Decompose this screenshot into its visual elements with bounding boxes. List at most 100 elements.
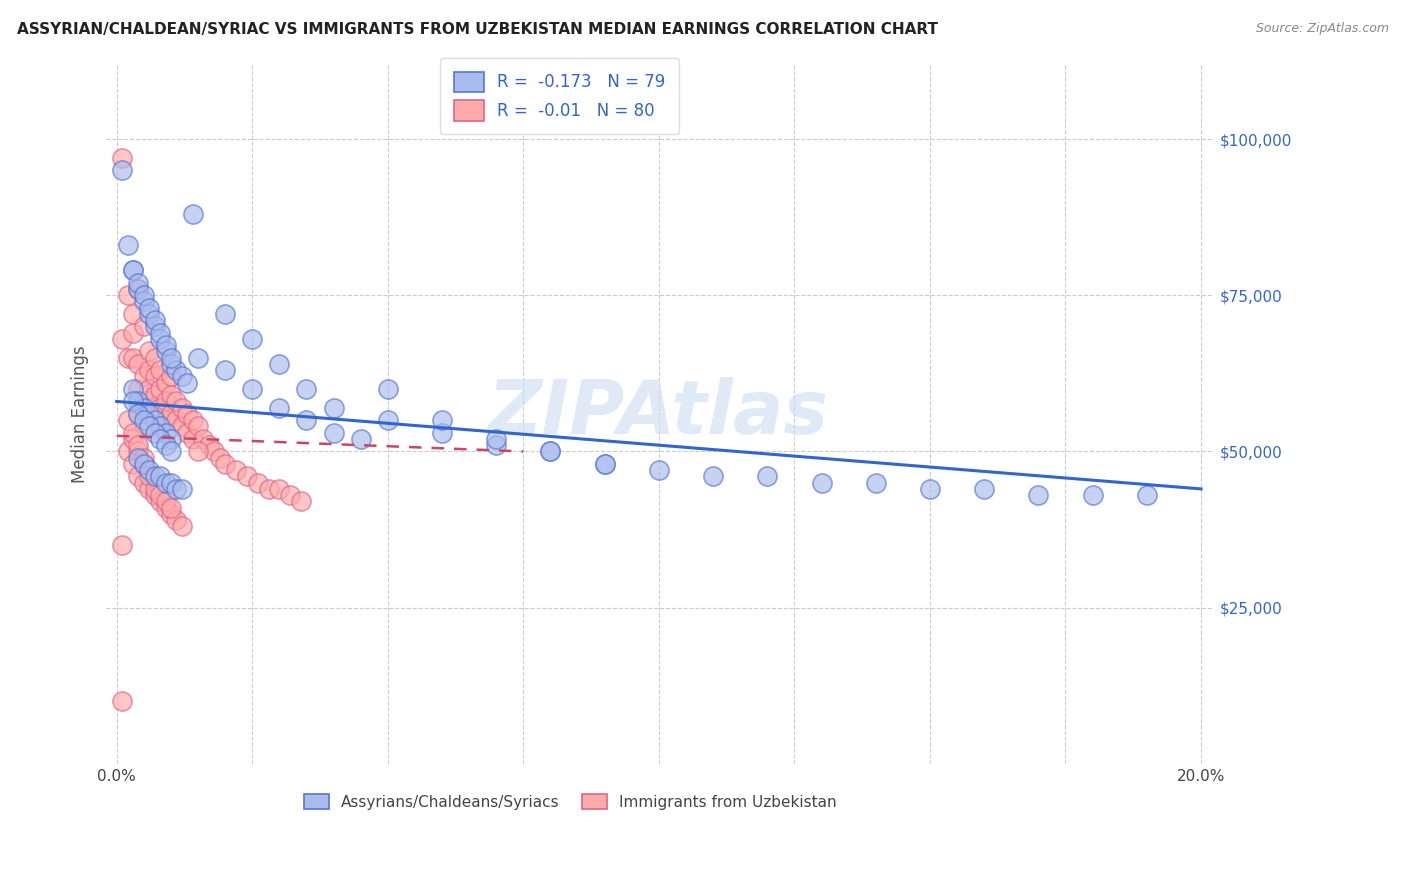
Point xyxy=(149,494,172,508)
Point xyxy=(127,407,149,421)
Point xyxy=(132,369,155,384)
Point xyxy=(143,482,166,496)
Point xyxy=(430,425,453,440)
Point xyxy=(187,419,209,434)
Point xyxy=(111,694,134,708)
Point xyxy=(155,376,177,390)
Point xyxy=(176,407,198,421)
Point xyxy=(295,413,318,427)
Point xyxy=(111,163,134,178)
Point xyxy=(143,319,166,334)
Point xyxy=(236,469,259,483)
Point xyxy=(214,307,236,321)
Point xyxy=(127,394,149,409)
Point xyxy=(122,382,145,396)
Point xyxy=(127,438,149,452)
Point xyxy=(193,432,215,446)
Point xyxy=(117,288,139,302)
Point xyxy=(149,401,172,415)
Point xyxy=(138,401,160,415)
Point xyxy=(160,388,183,402)
Text: ASSYRIAN/CHALDEAN/SYRIAC VS IMMIGRANTS FROM UZBEKISTAN MEDIAN EARNINGS CORRELATI: ASSYRIAN/CHALDEAN/SYRIAC VS IMMIGRANTS F… xyxy=(17,22,938,37)
Point xyxy=(225,463,247,477)
Point xyxy=(648,463,671,477)
Point xyxy=(246,475,269,490)
Text: Source: ZipAtlas.com: Source: ZipAtlas.com xyxy=(1256,22,1389,36)
Point xyxy=(540,444,562,458)
Y-axis label: Median Earnings: Median Earnings xyxy=(72,345,89,483)
Point xyxy=(117,413,139,427)
Point xyxy=(160,444,183,458)
Point xyxy=(377,382,399,396)
Point xyxy=(149,419,172,434)
Point xyxy=(122,432,145,446)
Point xyxy=(181,207,204,221)
Point xyxy=(269,482,291,496)
Point xyxy=(181,413,204,427)
Point xyxy=(170,401,193,415)
Point xyxy=(350,432,373,446)
Point xyxy=(138,469,160,483)
Point xyxy=(132,450,155,465)
Point xyxy=(138,419,160,434)
Point xyxy=(149,419,172,434)
Point xyxy=(165,513,187,527)
Point xyxy=(593,457,616,471)
Point xyxy=(122,307,145,321)
Point xyxy=(138,344,160,359)
Point xyxy=(155,494,177,508)
Point xyxy=(290,494,312,508)
Point xyxy=(160,407,183,421)
Point xyxy=(155,413,177,427)
Point xyxy=(132,457,155,471)
Point xyxy=(122,263,145,277)
Point xyxy=(214,363,236,377)
Point xyxy=(132,457,155,471)
Point xyxy=(208,450,231,465)
Point xyxy=(214,457,236,471)
Point xyxy=(430,413,453,427)
Point xyxy=(138,363,160,377)
Point xyxy=(240,382,263,396)
Point xyxy=(127,450,149,465)
Point xyxy=(1081,488,1104,502)
Point xyxy=(155,475,177,490)
Point xyxy=(485,438,508,452)
Point xyxy=(127,357,149,371)
Point xyxy=(117,444,139,458)
Point xyxy=(187,444,209,458)
Point xyxy=(322,401,344,415)
Point xyxy=(155,438,177,452)
Point xyxy=(122,394,145,409)
Point xyxy=(1028,488,1050,502)
Point xyxy=(160,369,183,384)
Point xyxy=(165,413,187,427)
Point xyxy=(702,469,724,483)
Point xyxy=(202,444,225,458)
Point xyxy=(810,475,832,490)
Point xyxy=(122,457,145,471)
Point xyxy=(485,432,508,446)
Point xyxy=(155,500,177,515)
Point xyxy=(170,369,193,384)
Point xyxy=(132,288,155,302)
Point xyxy=(973,482,995,496)
Point xyxy=(132,413,155,427)
Point xyxy=(143,369,166,384)
Point xyxy=(165,482,187,496)
Point xyxy=(170,419,193,434)
Point xyxy=(377,413,399,427)
Point xyxy=(149,469,172,483)
Point xyxy=(155,338,177,352)
Point xyxy=(138,482,160,496)
Point xyxy=(127,469,149,483)
Point xyxy=(111,332,134,346)
Point xyxy=(269,357,291,371)
Point xyxy=(155,394,177,409)
Point xyxy=(117,351,139,365)
Point xyxy=(593,457,616,471)
Point xyxy=(111,538,134,552)
Point xyxy=(127,407,149,421)
Point xyxy=(143,469,166,483)
Point xyxy=(187,351,209,365)
